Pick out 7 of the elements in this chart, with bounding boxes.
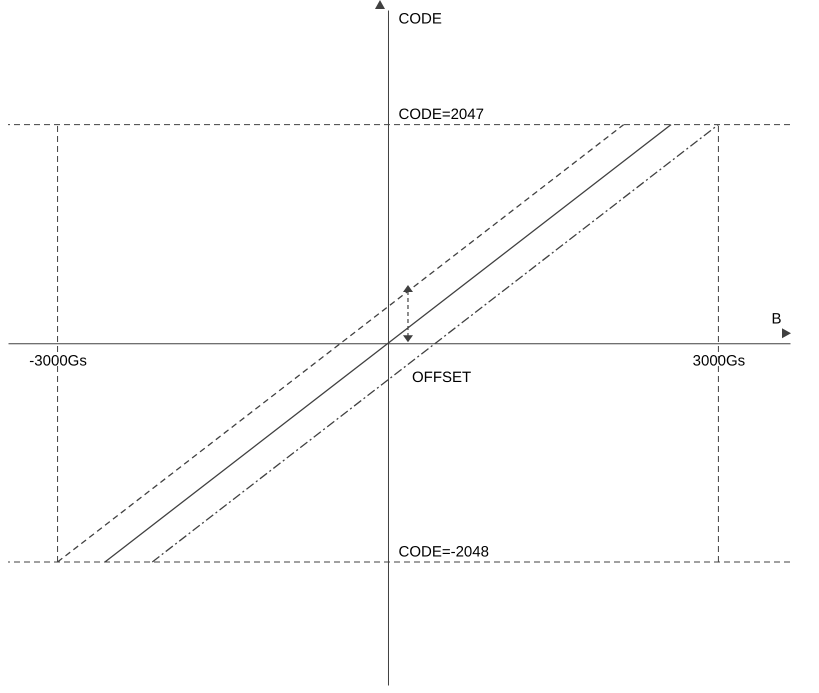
annotation: OFFSET <box>412 369 472 386</box>
x-tick-label: 3000Gs <box>692 352 746 370</box>
y-tick-label: CODE=-2048 <box>398 543 489 560</box>
y-tick-label: CODE=2047 <box>398 106 484 124</box>
y-axis-title: CODE <box>398 10 442 28</box>
x-tick-label: -3000Gs <box>29 352 87 370</box>
x-axis-title: B <box>771 310 782 328</box>
